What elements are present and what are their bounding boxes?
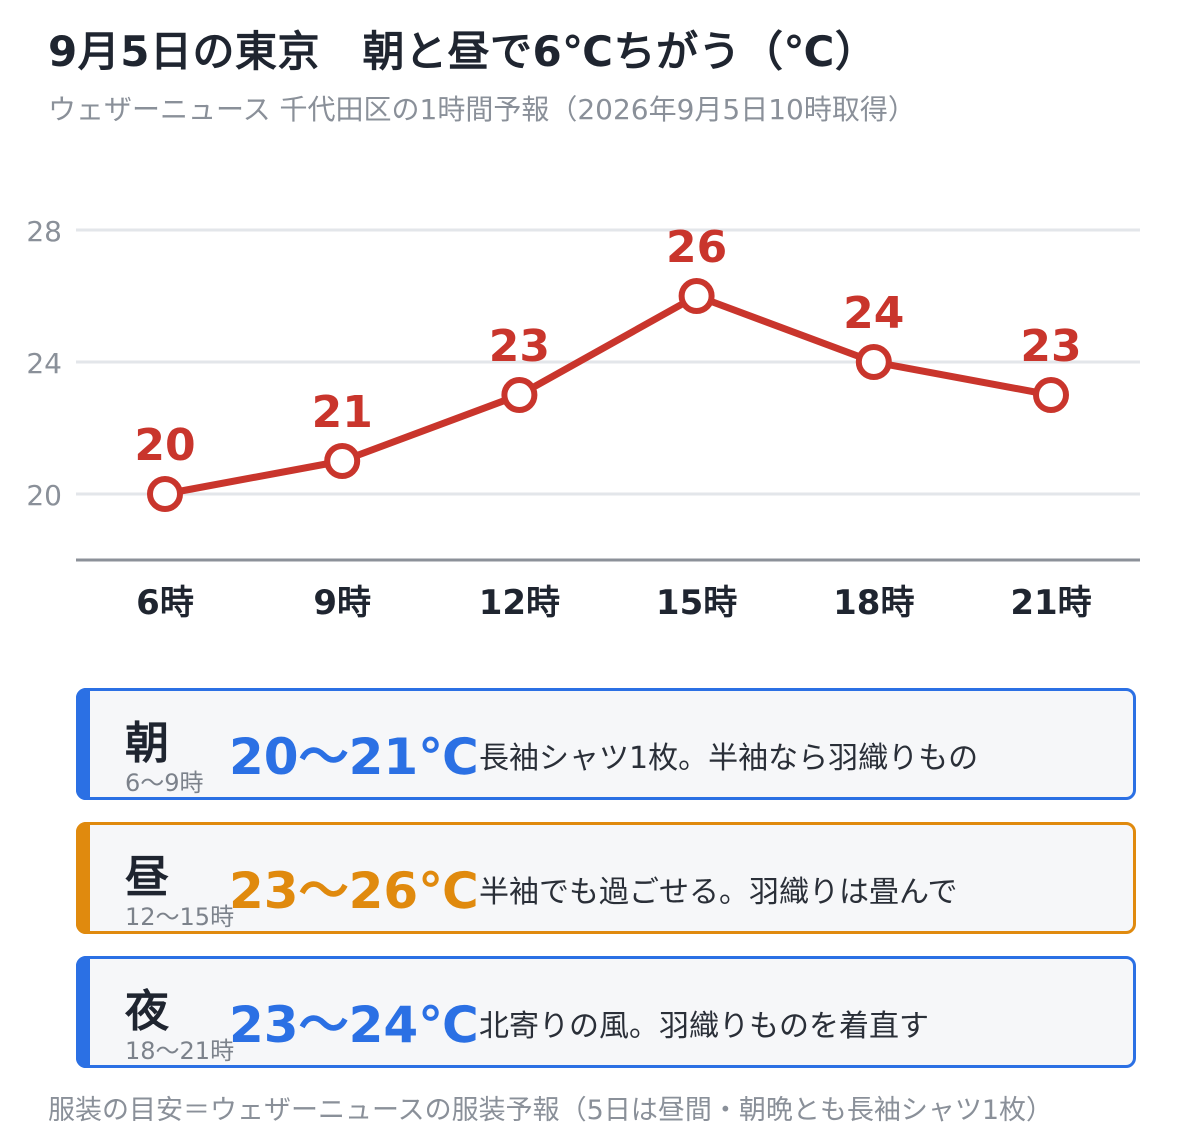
- noon-hours: 12〜15時: [125, 903, 235, 931]
- data-label: 23: [489, 321, 550, 372]
- chart-subtitle: ウェザーニュース 千代田区の1時間予報（2026年9月5日10時取得）: [48, 93, 916, 126]
- chart-title: 9月5日の東京 朝と昼で6℃ちがう（℃）: [48, 27, 878, 76]
- data-label: 21: [312, 387, 373, 438]
- data-point: [855, 344, 892, 380]
- data-label: 24: [843, 288, 904, 339]
- morning-clothing-advice: 長袖シャツ1枚。半袖なら羽織りもの: [479, 741, 979, 776]
- noon-period-label: 昼: [125, 852, 169, 903]
- temperature-series-line: [164, 292, 1052, 498]
- night-hours: 18〜21時: [125, 1037, 235, 1065]
- noon-clothing-advice: 半袖でも過ごせる。羽織りは畳んで: [479, 875, 958, 910]
- morning-temp-range: 20〜21℃: [229, 728, 479, 786]
- morning-card: 朝 6〜9時 20〜21℃ 長袖シャツ1枚。半袖なら羽織りもの: [76, 688, 1136, 800]
- data-point: [1033, 377, 1069, 413]
- data-point: [501, 377, 538, 413]
- x-tick-label: 12時: [479, 583, 560, 623]
- y-tick-label-24: 24: [26, 347, 62, 380]
- y-axis-ticks: 20 24 28: [26, 215, 62, 512]
- morning-hours: 6〜9時: [125, 769, 204, 797]
- data-label: 23: [1020, 321, 1081, 372]
- temperature-line-chart: 20 24 28 6時 9時 12時 15時 18時 21時 20 21 23 26 24 23: [26, 215, 1140, 623]
- morning-accent-bar: [76, 688, 90, 800]
- x-tick-label: 21時: [1010, 583, 1091, 623]
- grid-lines: [76, 228, 1140, 496]
- x-tick-label: 15時: [656, 583, 737, 623]
- night-temp-range: 23〜24℃: [229, 996, 479, 1054]
- night-clothing-advice: 北寄りの風。羽織りものを着直す: [479, 1009, 929, 1044]
- x-tick-label: 18時: [833, 583, 914, 623]
- footnote: 服装の目安＝ウェザーニュースの服装予報（5日は昼間・朝晩とも長袖シャツ1枚）: [48, 1095, 1054, 1126]
- night-card: 夜 18〜21時 23〜24℃ 北寄りの風。羽織りものを着直す: [76, 956, 1136, 1068]
- night-period-label: 夜: [125, 986, 169, 1037]
- data-labels: 20 21 23 26 24 23: [134, 222, 1081, 471]
- data-label: 26: [666, 222, 727, 273]
- morning-period-label: 朝: [125, 718, 169, 769]
- noon-card: 昼 12〜15時 23〜26℃ 半袖でも過ごせる。羽織りは畳んで: [76, 822, 1136, 934]
- data-point: [147, 476, 183, 512]
- x-axis-ticks: 6時 9時 12時 15時 18時 21時: [136, 583, 1092, 623]
- noon-temp-range: 23〜26℃: [229, 862, 479, 920]
- data-point: [324, 443, 361, 479]
- data-label: 20: [134, 420, 195, 471]
- y-tick-label-28: 28: [26, 215, 62, 248]
- x-tick-label: 6時: [136, 583, 194, 623]
- noon-accent-bar: [76, 822, 90, 934]
- night-accent-bar: [76, 956, 90, 1068]
- data-point: [678, 278, 715, 314]
- y-tick-label-20: 20: [26, 479, 62, 512]
- x-tick-label: 9時: [313, 583, 371, 623]
- data-points: [147, 278, 1069, 512]
